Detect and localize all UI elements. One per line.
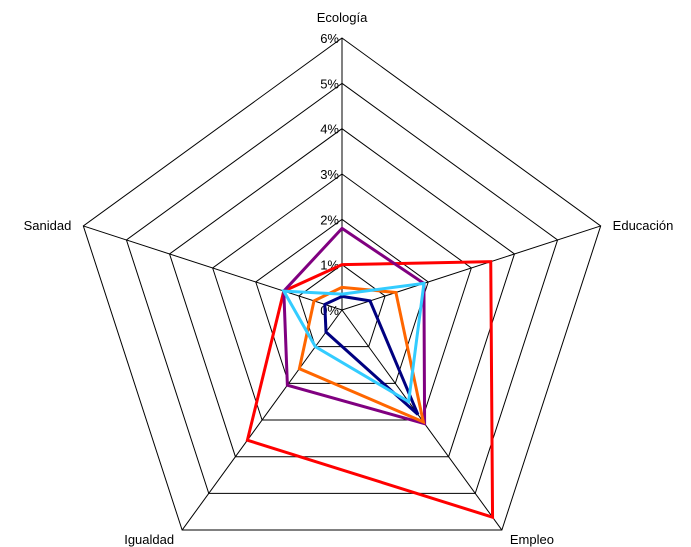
grid-ring bbox=[212, 173, 472, 421]
series-line bbox=[281, 281, 426, 405]
axis-label: Empleo bbox=[510, 532, 554, 547]
tick-label: 2% bbox=[320, 212, 339, 227]
tick-label: 3% bbox=[320, 167, 339, 182]
axis-label: Ecología bbox=[317, 10, 368, 25]
grid bbox=[82, 37, 602, 531]
tick-labels: 0%1%2%3%4%5%6% bbox=[320, 31, 339, 318]
series-lines bbox=[245, 226, 495, 520]
tick-label: 6% bbox=[320, 31, 339, 46]
grid-ring bbox=[168, 128, 516, 458]
series-line bbox=[323, 294, 420, 416]
axis-labels: Ecología Educación Empleo Igualdad Sanidad bbox=[24, 10, 674, 547]
axis-label: Educación bbox=[613, 218, 674, 233]
tick-label: 4% bbox=[320, 122, 339, 137]
grid-ring bbox=[82, 37, 602, 531]
series-line bbox=[297, 285, 426, 425]
tick-label: 0% bbox=[320, 303, 339, 318]
tick-label: 5% bbox=[320, 76, 339, 91]
grid-ring bbox=[125, 82, 559, 494]
axis-label: Igualdad bbox=[124, 532, 174, 547]
axis-label: Sanidad bbox=[24, 218, 72, 233]
series-line bbox=[282, 226, 427, 426]
series-line bbox=[245, 260, 495, 520]
axis-spoke bbox=[341, 225, 601, 311]
axis-spoke bbox=[83, 225, 343, 311]
grid-ring bbox=[255, 218, 429, 384]
